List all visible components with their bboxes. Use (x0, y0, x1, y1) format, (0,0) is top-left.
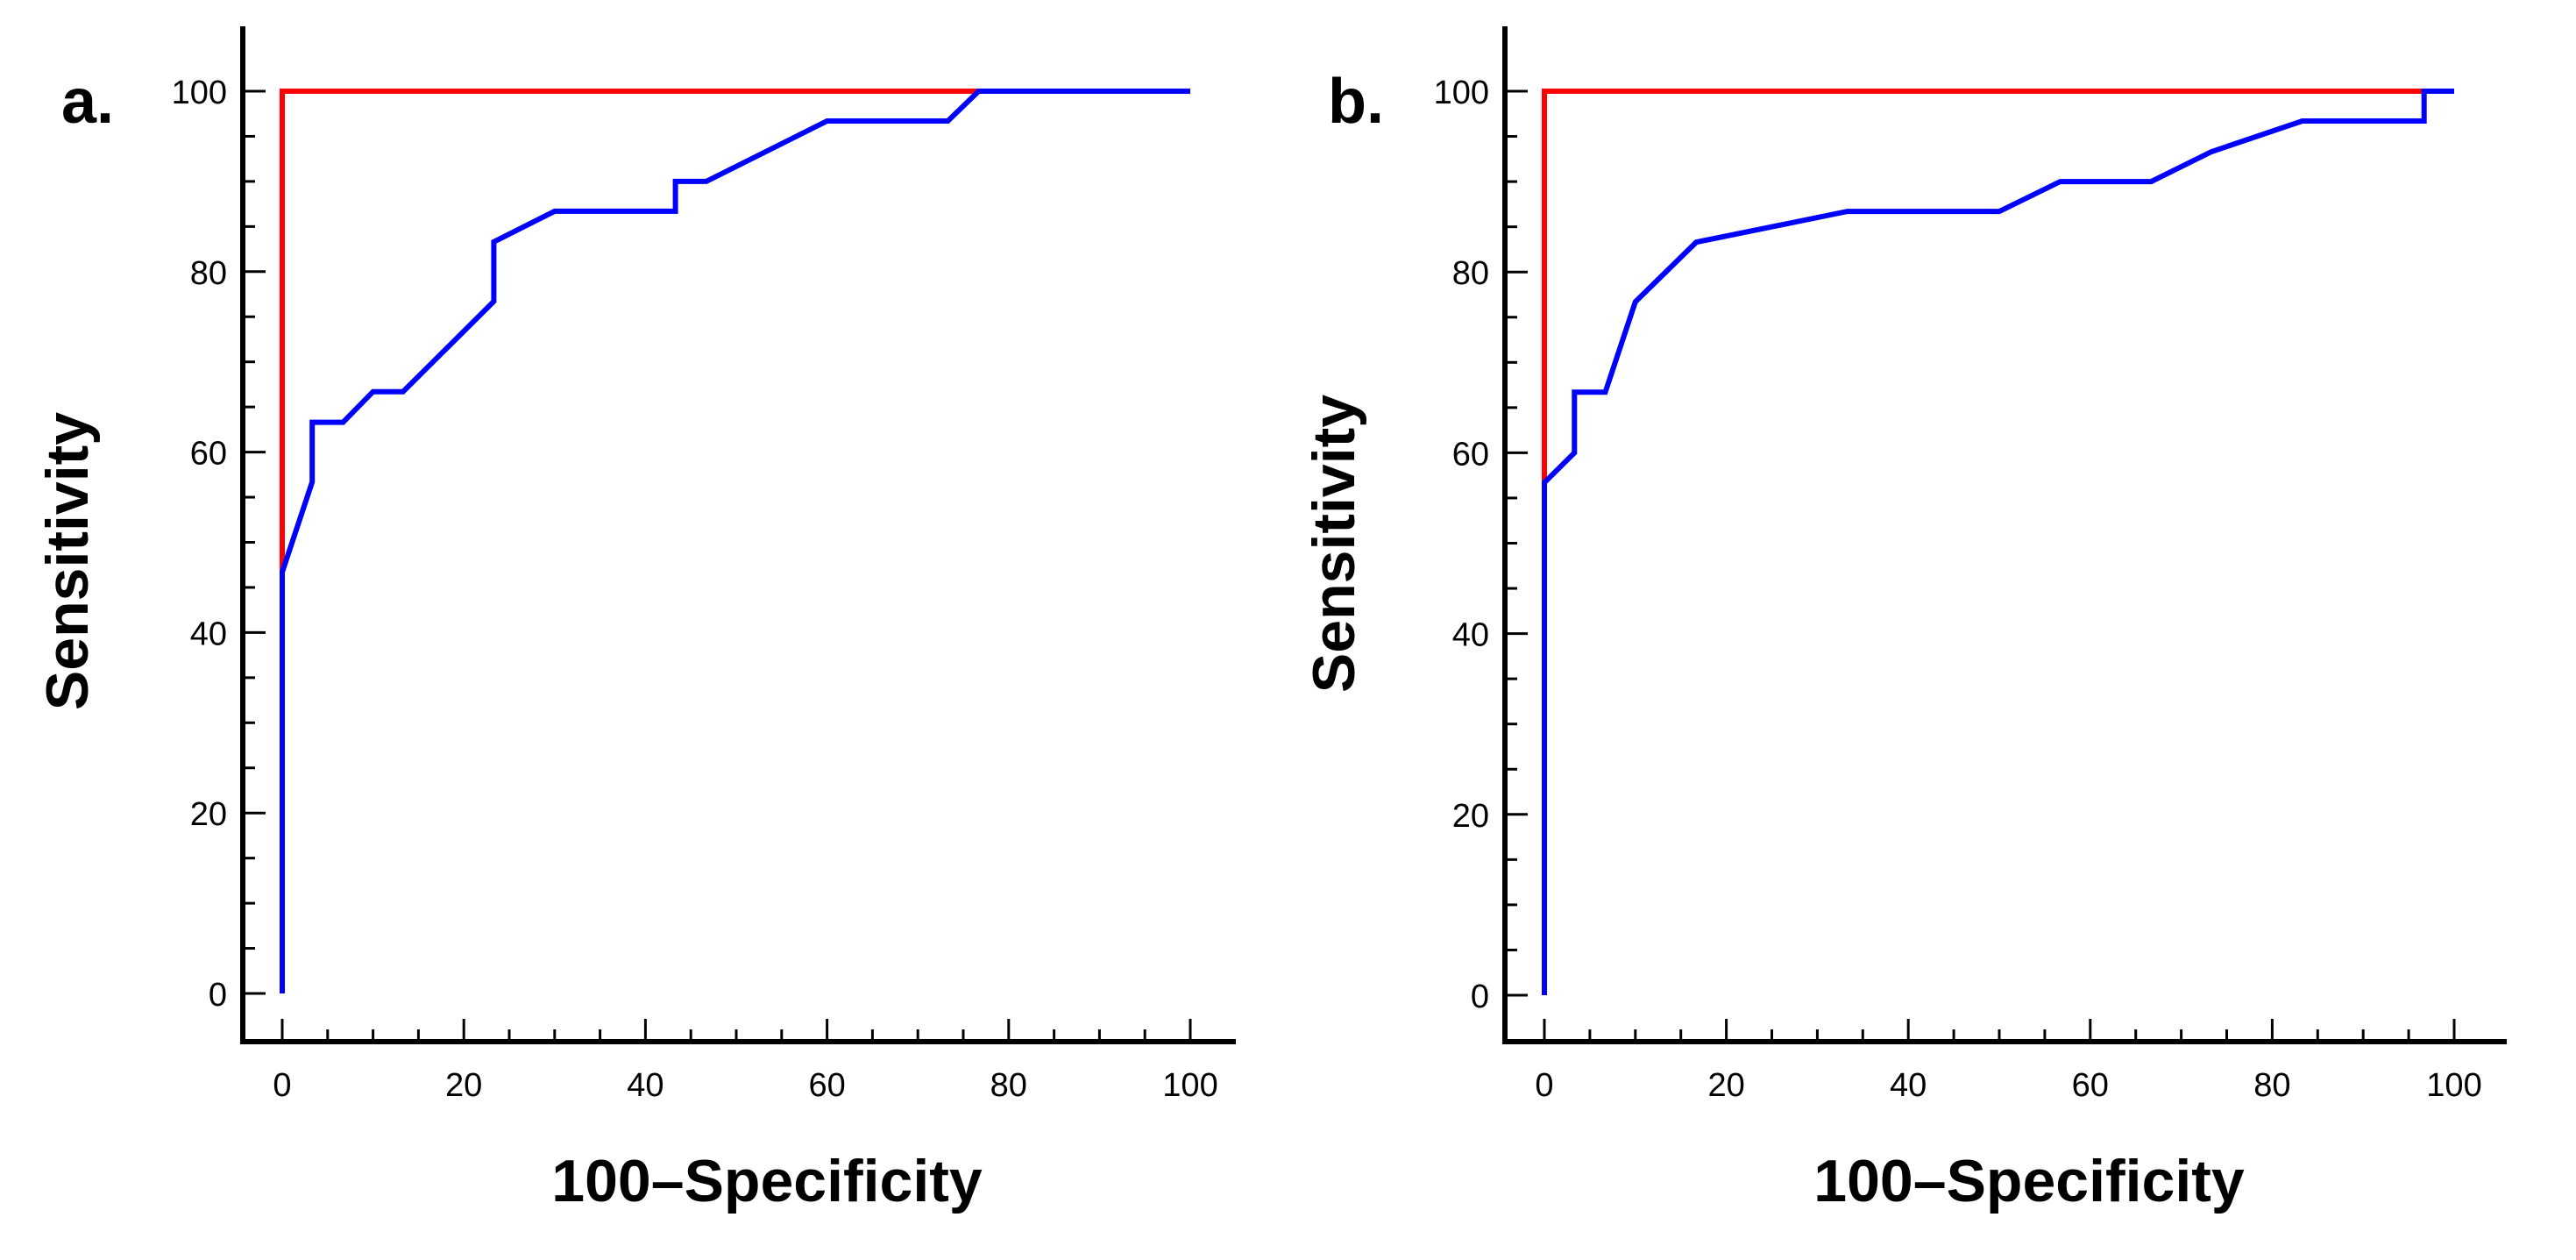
y-tick-label-a: 100 (172, 75, 227, 111)
x-tick-label-a: 40 (627, 1067, 664, 1104)
x-tick-label-a: 0 (273, 1067, 291, 1104)
panel-a: a. Sensitivity 100–Specificity 0 20 40 60 80… (34, 26, 1236, 1214)
x-tick-label-b: 0 (1535, 1067, 1553, 1104)
y-tick-label-b: 60 (1452, 436, 1489, 473)
panel-label-b: b. (1328, 67, 1384, 137)
y-tick-label-a: 80 (190, 255, 227, 292)
x-tick-label-a: 60 (808, 1067, 845, 1104)
x-axis-title-a: 100–Specificity (551, 1148, 983, 1214)
y-tick-label-b: 100 (1434, 75, 1489, 111)
panel-label-a: a. (61, 67, 114, 137)
y-axis-title-a: Sensitivity (34, 412, 101, 710)
y-tick-label-a: 40 (190, 616, 227, 652)
y-tick-label-a: 0 (209, 977, 227, 1014)
x-tick-label-b: 100 (2426, 1067, 2481, 1104)
x-axis-title-b: 100–Specificity (1813, 1148, 2245, 1214)
x-tick-label-a: 80 (990, 1067, 1027, 1104)
x-tick-label-b: 80 (2253, 1067, 2290, 1104)
x-tick-label-b: 40 (1890, 1067, 1927, 1104)
roc-curve-blue-b (1542, 89, 2454, 995)
y-tick-label-b: 0 (1471, 979, 1489, 1015)
panel-b: b. Sensitivity 100–Specificity 0 20 40 60 80… (1301, 26, 2507, 1214)
x-tick-label-b: 20 (1707, 1067, 1744, 1104)
y-tick-label-a: 20 (190, 796, 227, 833)
x-tick-label-a: 100 (1162, 1067, 1217, 1104)
roc-curve-red-a (280, 89, 1190, 993)
y-tick-label-a: 60 (190, 436, 227, 473)
y-tick-label-b: 80 (1452, 255, 1489, 292)
y-tick-label-b: 20 (1452, 798, 1489, 835)
x-tick-label-a: 20 (445, 1067, 482, 1104)
roc-curve-red-b (1542, 89, 2454, 995)
roc-curve-blue-a (280, 89, 1190, 993)
y-axis-title-b: Sensitivity (1301, 395, 1367, 693)
y-tick-label-b: 40 (1452, 617, 1489, 654)
x-tick-label-b: 60 (2072, 1067, 2109, 1104)
